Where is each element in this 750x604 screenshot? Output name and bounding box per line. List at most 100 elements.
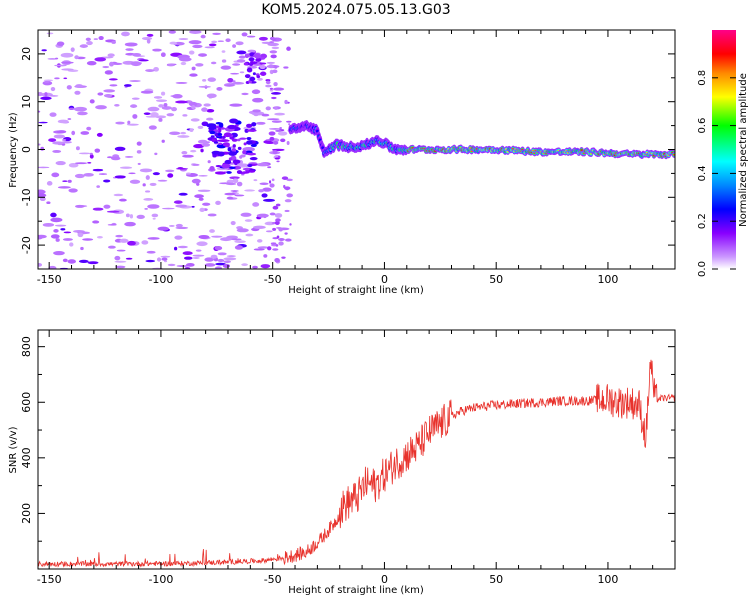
spectrogram-cell: [230, 221, 236, 226]
spectrogram-cell: [93, 38, 99, 41]
spectrogram-cell: [62, 180, 68, 182]
spectrogram-cell: [256, 162, 269, 167]
spectrogram-cell: [145, 175, 150, 180]
spectrogram-cell: [236, 228, 249, 233]
spectrogram-cell: [211, 40, 218, 44]
spectrogram-cell: [56, 130, 67, 134]
spectrogram-cell: [150, 112, 159, 117]
spectrogram-cell: [272, 227, 277, 231]
spectrogram-cell: [215, 200, 221, 205]
spectrogram-cell: [149, 182, 157, 186]
spectrogram-cell: [151, 213, 159, 218]
spectrogram-cell: [278, 227, 283, 232]
spectrogram-cell: [94, 148, 101, 153]
spectrogram-cell: [235, 41, 244, 46]
spectrogram-cell: [240, 154, 246, 158]
spectrogram-cell: [152, 217, 156, 220]
spectrogram-cell: [125, 48, 134, 51]
spectrogram-cell: [229, 166, 236, 170]
colorbar-gradient: [712, 30, 736, 269]
spectrogram-cell: [256, 121, 266, 125]
spectrogram-cell: [92, 207, 104, 211]
spectrogram-cell: [272, 140, 279, 145]
spectrogram-cell: [174, 235, 183, 240]
spectrogram-cell: [39, 196, 46, 202]
spectrogram-cell: [271, 178, 275, 182]
spectrogram-cell: [92, 168, 104, 172]
spectrogram-cell: [144, 207, 149, 210]
spectrogram-cell: [49, 95, 59, 97]
spectrogram-cell: [53, 251, 65, 256]
spectrogram-cell: [275, 129, 282, 132]
spectrogram-cell: [277, 155, 281, 159]
spectrogram-cell: [62, 238, 73, 241]
spectrogram-cell: [197, 189, 211, 192]
spectrogram-cell: [131, 97, 140, 100]
spectrogram-cell: [223, 257, 237, 261]
spectrogram-cell: [198, 234, 210, 239]
spectrogram-cell: [178, 38, 189, 40]
spectrogram-cell: [262, 187, 272, 192]
spectrogram-cell: [236, 181, 243, 187]
spectrogram-cell: [246, 129, 257, 132]
spectrogram-cell: [212, 32, 221, 35]
spectrogram-cell: [104, 70, 113, 75]
spectrogram-cell: [253, 225, 266, 230]
spectrogram-cell: [247, 49, 256, 53]
spectrogram-cell: [284, 238, 292, 242]
spectrogram-cell: [154, 152, 158, 156]
spectrogram-cell: [75, 204, 85, 208]
spectrogram-cell: [71, 130, 76, 136]
spectrogram-cell: [54, 64, 67, 67]
spectrogram-cell: [267, 42, 279, 47]
spectrogram-cell: [161, 139, 165, 143]
spectrogram-cell: [236, 50, 247, 55]
spectrogram-cell: [191, 66, 196, 71]
spectrogram-cell: [217, 258, 225, 262]
spectrogram-cell: [271, 96, 277, 100]
spectrogram-cell: [49, 112, 57, 117]
spectrogram-cell: [50, 217, 63, 223]
spectrogram-cell: [189, 30, 202, 34]
spectrogram-cell: [74, 162, 88, 165]
spectrogram-cell: [234, 245, 244, 250]
spectrogram-cell: [86, 40, 93, 46]
spectrogram-cell: [289, 223, 292, 226]
spectrogram-cell: [126, 123, 139, 126]
y-tick-label: 20: [20, 47, 33, 61]
spectrogram-cell: [168, 30, 177, 34]
spectrogram-cell: [103, 179, 111, 183]
spectrogram-cell: [190, 118, 200, 122]
spectrogram-cell: [61, 68, 74, 71]
spectrogram-cell: [175, 226, 189, 230]
spectrogram-cell: [74, 90, 81, 95]
spectrogram-cell: [200, 148, 204, 153]
spectrogram-cell: [221, 163, 231, 169]
spectrogram-cell: [191, 205, 195, 208]
spectrogram-cell: [284, 186, 291, 190]
spectrogram-cell: [197, 139, 208, 144]
spectrogram-cell: [252, 72, 256, 76]
y-tick-label: 800: [20, 336, 33, 357]
colorbar-tick-label: 0.2: [697, 213, 708, 229]
spectrogram-cell: [161, 257, 168, 261]
spectrogram-cell: [215, 164, 222, 168]
spectrogram-cell: [107, 224, 117, 226]
spectrogram-cell: [147, 204, 160, 209]
spectrogram-cell: [214, 245, 223, 251]
spectrogram-cell: [129, 179, 141, 184]
spectrogram-cell: [672, 153, 675, 156]
spectrogram-cell: [182, 114, 188, 117]
colorbar-tick-label: 0.4: [697, 165, 708, 181]
spectrogram-cell: [229, 118, 239, 124]
spectrogram-cell: [86, 126, 92, 131]
spectrogram-cell: [152, 172, 160, 176]
spectrogram-cell: [48, 265, 57, 269]
spectrogram-cell: [139, 168, 153, 173]
x-tick-label: 0: [381, 273, 388, 286]
spectrogram-cell: [186, 172, 191, 175]
spectrogram-cell: [260, 264, 271, 269]
spectrogram-cell: [201, 143, 211, 147]
spectrogram-cell: [50, 212, 57, 218]
spectrogram-cell: [232, 144, 236, 148]
